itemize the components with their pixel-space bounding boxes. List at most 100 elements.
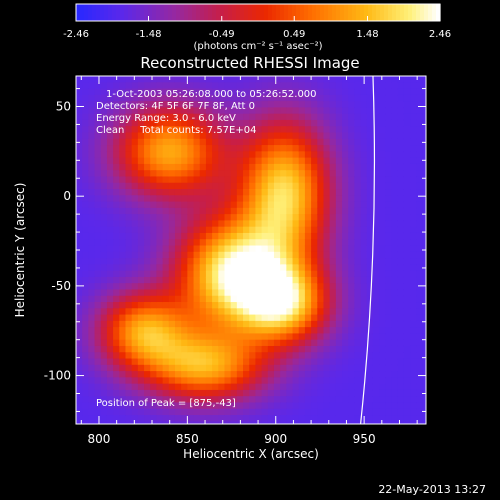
heatmap-cell — [391, 176, 399, 184]
heatmap-cell — [335, 295, 343, 303]
heatmap-cell — [125, 302, 133, 309]
heatmap-cell — [212, 314, 219, 322]
heatmap-cell — [76, 289, 83, 297]
heatmap-cell — [76, 232, 83, 240]
heatmap-cell — [249, 201, 257, 209]
heatmap-cell — [193, 320, 201, 328]
heatmap-cell — [379, 251, 387, 259]
heatmap-cell — [131, 264, 139, 272]
heatmap-cell — [391, 163, 399, 171]
heatmap-cell — [100, 364, 108, 372]
heatmap-cell — [187, 138, 195, 146]
heatmap-cell — [243, 283, 250, 291]
heatmap-cell — [82, 251, 90, 259]
heatmap-cell — [144, 352, 151, 360]
heatmap-cell — [298, 138, 306, 146]
heatmap-cell — [323, 119, 331, 127]
heatmap-cell — [317, 157, 325, 165]
heatmap-cell — [267, 113, 275, 121]
heatmap-cell — [249, 138, 257, 146]
heatmap-cell — [267, 415, 275, 423]
heatmap-cell — [391, 308, 399, 316]
heatmap-cell — [144, 377, 151, 385]
heatmap-cell — [280, 258, 288, 266]
heatmap-cell — [156, 176, 164, 184]
heatmap-cell — [168, 289, 176, 297]
heatmap-cell — [212, 132, 219, 140]
heatmap-cell — [137, 201, 145, 209]
heatmap-cell — [329, 132, 337, 140]
heatmap-cell — [372, 207, 380, 215]
heatmap-cell — [304, 207, 312, 215]
heatmap-cell — [106, 189, 114, 196]
heatmap-cell — [119, 402, 127, 410]
heatmap-cell — [212, 176, 219, 184]
heatmap-cell — [317, 94, 325, 102]
colorbar-cell — [368, 4, 373, 21]
heatmap-cell — [106, 76, 114, 83]
heatmap-cell — [379, 258, 387, 266]
heatmap-cell — [323, 163, 331, 171]
heatmap-cell — [230, 145, 238, 153]
heatmap-cell — [360, 333, 368, 341]
heatmap-cell — [212, 113, 219, 121]
heatmap-cell — [187, 189, 195, 196]
heatmap-cell — [267, 138, 275, 146]
heatmap-cell — [88, 320, 96, 328]
heatmap-cell — [212, 383, 219, 391]
heatmap-cell — [379, 107, 387, 115]
heatmap-cell — [230, 138, 238, 146]
heatmap-cell — [298, 214, 306, 222]
heatmap-cell — [403, 170, 411, 178]
heatmap-cell — [286, 352, 294, 360]
heatmap-cell — [273, 245, 281, 253]
heatmap-cell — [280, 352, 288, 360]
heatmap-cell — [156, 245, 164, 253]
heatmap-cell — [168, 226, 176, 234]
heatmap-cell — [243, 251, 250, 259]
annotation-energy-range: Energy Range: 3.0 - 6.0 keV — [96, 113, 236, 124]
heatmap-cell — [150, 232, 158, 240]
heatmap-cell — [261, 88, 269, 96]
heatmap-cell — [236, 258, 244, 266]
heatmap-cell — [100, 302, 108, 309]
heatmap-cell — [280, 320, 288, 328]
heatmap-cell — [397, 377, 405, 385]
heatmap-image — [76, 76, 426, 424]
heatmap-cell — [354, 358, 362, 366]
heatmap-cell — [311, 327, 318, 335]
heatmap-cell — [106, 82, 114, 90]
heatmap-cell — [230, 377, 238, 385]
heatmap-cell — [323, 264, 331, 272]
heatmap-cell — [410, 314, 417, 322]
heatmap-cell — [317, 302, 325, 309]
heatmap-cell — [156, 151, 164, 159]
heatmap-cell — [168, 421, 176, 424]
heatmap-cell — [298, 88, 306, 96]
heatmap-cell — [273, 101, 281, 109]
heatmap-cell — [119, 327, 127, 335]
heatmap-cell — [397, 383, 405, 391]
heatmap-cell — [298, 270, 306, 278]
heatmap-cell — [323, 289, 331, 297]
heatmap-cell — [304, 377, 312, 385]
heatmap-cell — [174, 345, 182, 353]
heatmap-cell — [249, 402, 257, 410]
heatmap-cell — [218, 207, 226, 215]
heatmap-cell — [193, 383, 201, 391]
heatmap-cell — [106, 126, 114, 134]
heatmap-cell — [311, 302, 318, 309]
heatmap-cell — [292, 132, 300, 140]
heatmap-cell — [391, 170, 399, 178]
heatmap-cell — [199, 270, 207, 278]
heatmap-cell — [94, 245, 102, 253]
heatmap-cell — [273, 258, 281, 266]
heatmap-cell — [255, 339, 263, 347]
heatmap-cell — [125, 189, 133, 196]
heatmap-cell — [403, 157, 411, 165]
heatmap-cell — [422, 201, 426, 209]
heatmap-cell — [304, 232, 312, 240]
heatmap-cell — [342, 138, 349, 146]
heatmap-cell — [212, 88, 219, 96]
heatmap-cell — [88, 339, 96, 347]
